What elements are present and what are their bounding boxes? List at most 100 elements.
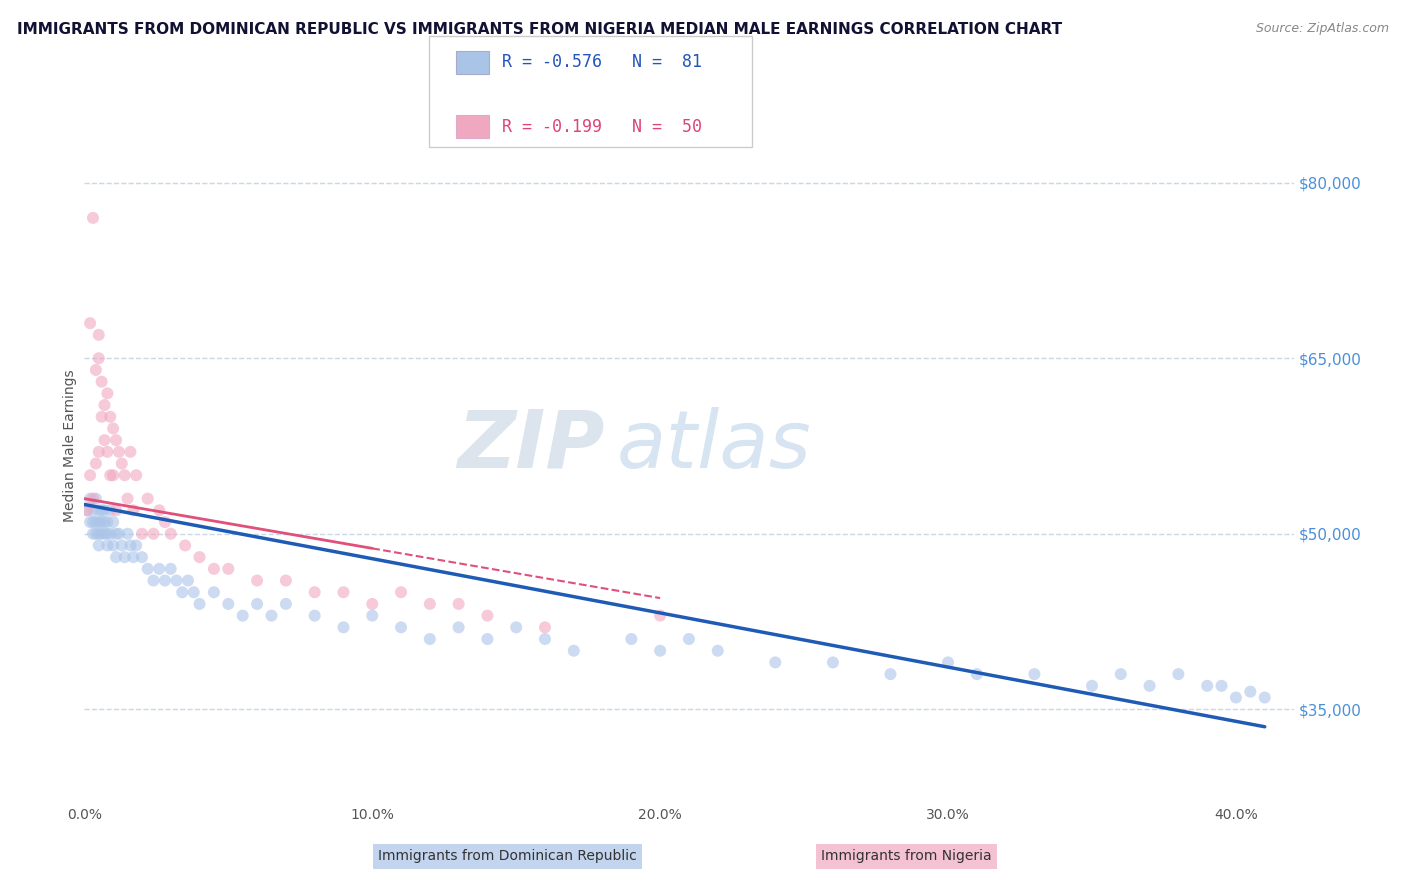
Point — [87, 515, 110, 529]
Text: IMMIGRANTS FROM DOMINICAN REPUBLIC VS IMMIGRANTS FROM NIGERIA MEDIAN MALE EARNIN: IMMIGRANTS FROM DOMINICAN REPUBLIC VS IM… — [17, 22, 1062, 37]
Point — [76, 503, 98, 517]
Point — [159, 562, 181, 576]
Point — [477, 632, 499, 646]
Point — [148, 562, 170, 576]
Point — [217, 597, 239, 611]
Point — [136, 491, 159, 506]
Point — [1167, 667, 1189, 681]
Point — [153, 574, 176, 588]
Text: R = -0.199   N =  50: R = -0.199 N = 50 — [502, 118, 702, 136]
Point — [188, 597, 211, 611]
Point — [1239, 684, 1261, 698]
Text: ZIP: ZIP — [457, 407, 605, 485]
Point — [389, 620, 412, 634]
Point — [419, 632, 441, 646]
Point — [98, 468, 121, 483]
Point — [304, 585, 326, 599]
Point — [361, 597, 384, 611]
Point — [108, 526, 131, 541]
Point — [650, 608, 672, 623]
Point — [936, 656, 959, 670]
Point — [84, 526, 107, 541]
Point — [120, 538, 142, 552]
Point — [1197, 679, 1219, 693]
Point — [90, 375, 112, 389]
Point — [93, 515, 115, 529]
Point — [447, 620, 470, 634]
Point — [82, 491, 104, 506]
Point — [111, 457, 134, 471]
Point — [105, 503, 128, 517]
Point — [202, 562, 225, 576]
Point — [188, 550, 211, 565]
Point — [114, 468, 136, 483]
Point — [706, 644, 728, 658]
Point — [84, 491, 107, 506]
Point — [96, 445, 118, 459]
Point — [183, 585, 205, 599]
Point — [1081, 679, 1104, 693]
Point — [101, 468, 124, 483]
Text: atlas: atlas — [616, 407, 811, 485]
Point — [274, 597, 297, 611]
Point — [84, 457, 107, 471]
Point — [153, 515, 176, 529]
Point — [87, 445, 110, 459]
Point — [101, 421, 124, 435]
Point — [136, 562, 159, 576]
Point — [96, 386, 118, 401]
Point — [534, 620, 557, 634]
Point — [79, 316, 101, 330]
Point — [93, 433, 115, 447]
Text: Source: ZipAtlas.com: Source: ZipAtlas.com — [1256, 22, 1389, 36]
Point — [304, 608, 326, 623]
Point — [125, 468, 148, 483]
Point — [82, 526, 104, 541]
Point — [96, 515, 118, 529]
Point — [87, 351, 110, 366]
Point — [505, 620, 527, 634]
Point — [79, 491, 101, 506]
Point — [82, 503, 104, 517]
Point — [98, 503, 121, 517]
Point — [82, 515, 104, 529]
Point — [117, 491, 139, 506]
Point — [142, 526, 165, 541]
Point — [93, 398, 115, 412]
Point — [105, 433, 128, 447]
Point — [120, 445, 142, 459]
Point — [90, 409, 112, 424]
Point — [105, 550, 128, 565]
Point — [174, 538, 197, 552]
Point — [87, 327, 110, 342]
Point — [87, 503, 110, 517]
Point — [763, 656, 786, 670]
Point — [98, 526, 121, 541]
Point — [90, 515, 112, 529]
Point — [117, 526, 139, 541]
Text: Immigrants from Nigeria: Immigrants from Nigeria — [821, 849, 991, 863]
Point — [93, 503, 115, 517]
Point — [98, 409, 121, 424]
Point — [419, 597, 441, 611]
Point — [217, 562, 239, 576]
Point — [131, 526, 153, 541]
Point — [76, 503, 98, 517]
Point — [96, 526, 118, 541]
Text: Immigrants from Dominican Republic: Immigrants from Dominican Republic — [378, 849, 637, 863]
Point — [96, 538, 118, 552]
Point — [111, 538, 134, 552]
Point — [101, 538, 124, 552]
Point — [1254, 690, 1277, 705]
Point — [122, 550, 145, 565]
Point — [332, 585, 354, 599]
Point — [1225, 690, 1247, 705]
Point — [966, 667, 988, 681]
Point — [84, 363, 107, 377]
Point — [101, 515, 124, 529]
Point — [332, 620, 354, 634]
Point — [90, 503, 112, 517]
Point — [562, 644, 585, 658]
Point — [159, 526, 181, 541]
Point — [232, 608, 254, 623]
